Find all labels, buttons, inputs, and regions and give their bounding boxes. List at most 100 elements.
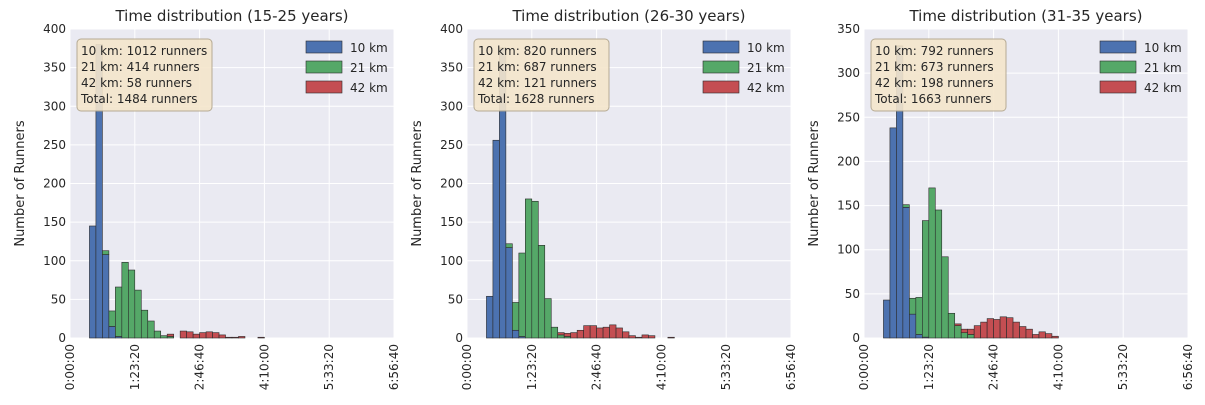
- x-tick-label: 5:33:20: [719, 344, 733, 390]
- x-tick-label: 1:23:20: [922, 344, 936, 390]
- histogram-bar: [550, 326, 559, 339]
- histogram-bar: [486, 295, 494, 339]
- histogram-bar: [915, 297, 923, 335]
- y-tick-label: 150: [43, 215, 66, 229]
- histogram-bar: [615, 327, 623, 339]
- stats-line: 10 km: 1012 runners: [81, 44, 207, 58]
- y-tick-label: 0: [58, 331, 66, 345]
- histogram-bar: [89, 225, 97, 339]
- stats-box-background: [76, 38, 213, 112]
- x-tick-label: 4:10:00: [257, 344, 271, 390]
- stats-box: 10 km: 1012 runners 21 km: 414 runners 42 …: [76, 38, 213, 112]
- histogram-bar: [889, 127, 897, 339]
- y-tick-label: 200: [440, 177, 463, 191]
- y-tick-label: 50: [845, 287, 860, 301]
- histogram-bar: [121, 261, 129, 339]
- stats-line: 21 km: 673 runners: [875, 60, 994, 74]
- y-tick-label: 0: [455, 331, 463, 345]
- y-tick-label: 0: [852, 331, 860, 345]
- x-tick-label: 4:10:00: [1051, 344, 1065, 390]
- histogram-bar: [1045, 333, 1053, 339]
- y-tick-label: 100: [43, 254, 66, 268]
- x-tick-label: 1:23:20: [525, 344, 539, 390]
- histogram-bar: [596, 327, 604, 339]
- y-tick-label: 150: [837, 199, 860, 213]
- y-tick-label: 350: [43, 61, 66, 75]
- histogram-bar: [1012, 321, 1020, 339]
- histogram-bar: [531, 200, 539, 339]
- stats-box: 10 km: 820 runners 21 km: 687 runners 42 k…: [473, 38, 610, 112]
- legend-swatch: [702, 40, 740, 54]
- histogram-bar: [205, 331, 213, 339]
- histogram-bar: [199, 332, 207, 339]
- chart-panel: 0 50 100 150 200 250 300 350 0:00:00 1:23:20 2:46:…: [807, 7, 1195, 390]
- y-tick-label: 100: [440, 254, 463, 268]
- histogram-bar: [518, 252, 526, 337]
- legend-swatch: [702, 60, 740, 74]
- y-tick-label: 300: [440, 99, 463, 113]
- histogram-bar: [102, 254, 110, 339]
- histogram-bar: [928, 187, 936, 339]
- stats-box-background: [870, 38, 1007, 112]
- stats-line: 21 km: 414 runners: [81, 60, 200, 74]
- histogram-bar: [557, 332, 565, 336]
- histogram-bar: [218, 334, 226, 339]
- legend-label: 42 km: [350, 81, 388, 95]
- x-tick-label: 6:56:40: [387, 344, 401, 390]
- histogram-bar: [492, 139, 500, 339]
- histogram-bar: [563, 333, 571, 337]
- stats-box-background: [473, 38, 610, 112]
- stats-line: Total: 1628 runners: [477, 92, 595, 106]
- histogram-bar: [134, 289, 142, 339]
- histogram-bar: [238, 336, 246, 339]
- histogram-bar: [140, 309, 149, 339]
- histogram-bar: [505, 247, 513, 339]
- histogram-bar: [1019, 326, 1027, 339]
- chart-panel: 0 50 100 150 200 250 300 350 400 0:00:00 1:23:20 2:…: [410, 7, 798, 390]
- stats-line: 42 km: 198 runners: [875, 76, 994, 90]
- y-tick-label: 350: [837, 22, 860, 36]
- histogram-bar: [622, 331, 630, 339]
- histogram-bar: [648, 335, 656, 339]
- histogram-bar: [212, 332, 220, 339]
- legend: 10 km 21 km 42 km: [1099, 40, 1182, 95]
- histogram-bar: [960, 332, 968, 339]
- histogram-bar: [1038, 331, 1046, 339]
- histogram-bar: [902, 207, 910, 339]
- histogram-bar: [986, 318, 994, 339]
- legend: 10 km 21 km 42 km: [305, 40, 388, 95]
- histogram-bar: [186, 331, 194, 339]
- histogram-bar: [525, 198, 533, 339]
- histogram-bar: [667, 336, 675, 339]
- chart-title: Time distribution (15-25 years): [114, 7, 348, 25]
- histogram-bar: [922, 220, 930, 338]
- histogram-bar: [1032, 334, 1040, 339]
- histogram-bar: [980, 321, 988, 339]
- stats-line: 10 km: 820 runners: [478, 44, 597, 58]
- histogram-bar: [147, 320, 155, 339]
- histogram-bar: [1006, 317, 1014, 339]
- histogram-bar: [635, 336, 643, 339]
- y-tick-label: 200: [43, 177, 66, 191]
- histogram-bar: [166, 333, 174, 337]
- x-tick-label: 6:56:40: [1181, 344, 1195, 390]
- histogram-bar: [192, 333, 200, 339]
- histogram-bar: [160, 335, 168, 339]
- histogram-bar: [102, 250, 110, 255]
- y-tick-label: 250: [440, 138, 463, 152]
- legend-label: 21 km: [350, 61, 388, 75]
- x-tick-label: 2:46:40: [193, 344, 207, 390]
- chart-title: Time distribution (31-35 years): [908, 7, 1142, 25]
- x-tick-label: 4:10:00: [654, 344, 668, 390]
- histogram-bar: [902, 204, 910, 208]
- legend-label: 42 km: [1144, 81, 1182, 95]
- chart-title: Time distribution (26-30 years): [511, 7, 745, 25]
- x-tick-label: 1:23:20: [128, 344, 142, 390]
- legend-label: 10 km: [350, 41, 388, 55]
- histogram-bar: [544, 298, 552, 339]
- histogram-bar: [628, 335, 636, 339]
- stats-line: 42 km: 121 runners: [478, 76, 597, 90]
- histogram-bar: [999, 316, 1007, 339]
- histogram-bar: [967, 328, 975, 335]
